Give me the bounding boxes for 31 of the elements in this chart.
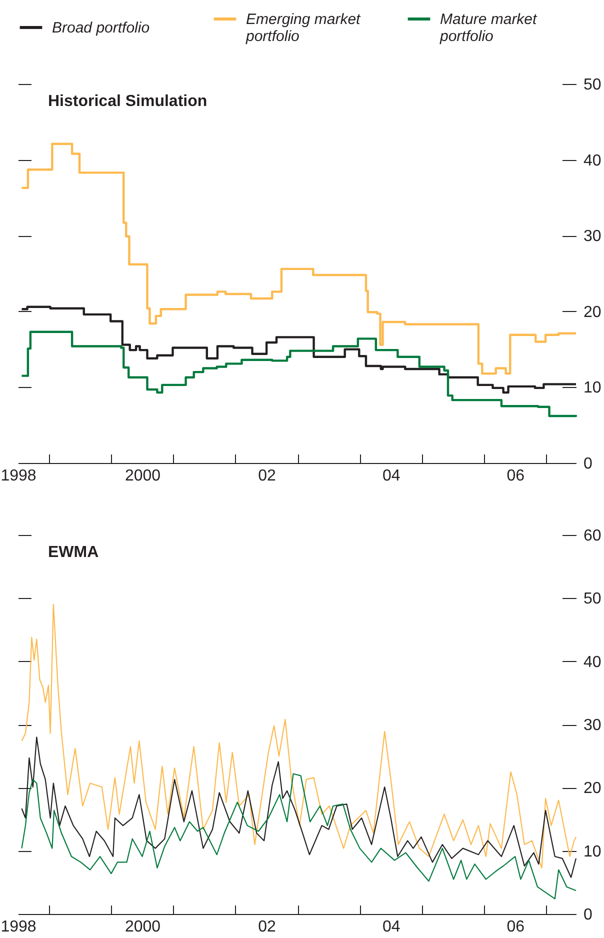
y-tick-label: 50 [584, 590, 602, 608]
x-tick-label: 06 [506, 918, 525, 936]
y-tick-label: 30 [584, 717, 602, 734]
y-tick-label: 20 [584, 780, 602, 798]
line-series [21, 604, 577, 868]
y-tick-label: 0 [584, 456, 592, 472]
y-tick-label: 0 [584, 906, 592, 924]
text: EWMA [48, 544, 100, 561]
x-tick-label: 1998 [0, 918, 36, 936]
y-tick-label: 20 [584, 304, 602, 321]
y-tick-label: 10 [584, 380, 602, 397]
y-tick-label: 60 [584, 528, 602, 544]
x-tick-label: 06 [506, 468, 525, 484]
legend-label: Emerging market portfolio [245, 11, 362, 45]
x-tick-label: 1998 [0, 468, 36, 484]
x-tick-label: 04 [382, 468, 400, 484]
x-tick-label: 04 [382, 918, 400, 936]
line-series [21, 773, 577, 900]
x-tick-label: 02 [258, 468, 276, 484]
legend-label: Broad portfolio [52, 20, 150, 36]
y-tick-label: 40 [584, 152, 602, 170]
y-tick-label: 30 [584, 228, 602, 246]
x-tick-label: 02 [258, 918, 276, 936]
y-tick-label: 40 [584, 654, 602, 671]
legend-label: Mature market portfolio [439, 11, 538, 45]
text: Historical Simulation [48, 93, 208, 110]
y-tick-label: 10 [584, 843, 602, 860]
y-tick-label: 50 [584, 76, 602, 94]
line-series [21, 736, 577, 878]
x-tick-label: 2000 [124, 918, 161, 936]
x-tick-label: 2000 [124, 468, 161, 484]
